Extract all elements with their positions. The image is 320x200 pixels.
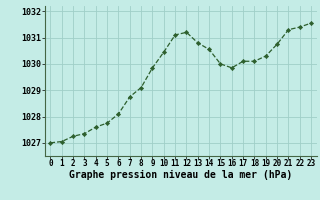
X-axis label: Graphe pression niveau de la mer (hPa): Graphe pression niveau de la mer (hPa): [69, 170, 292, 180]
